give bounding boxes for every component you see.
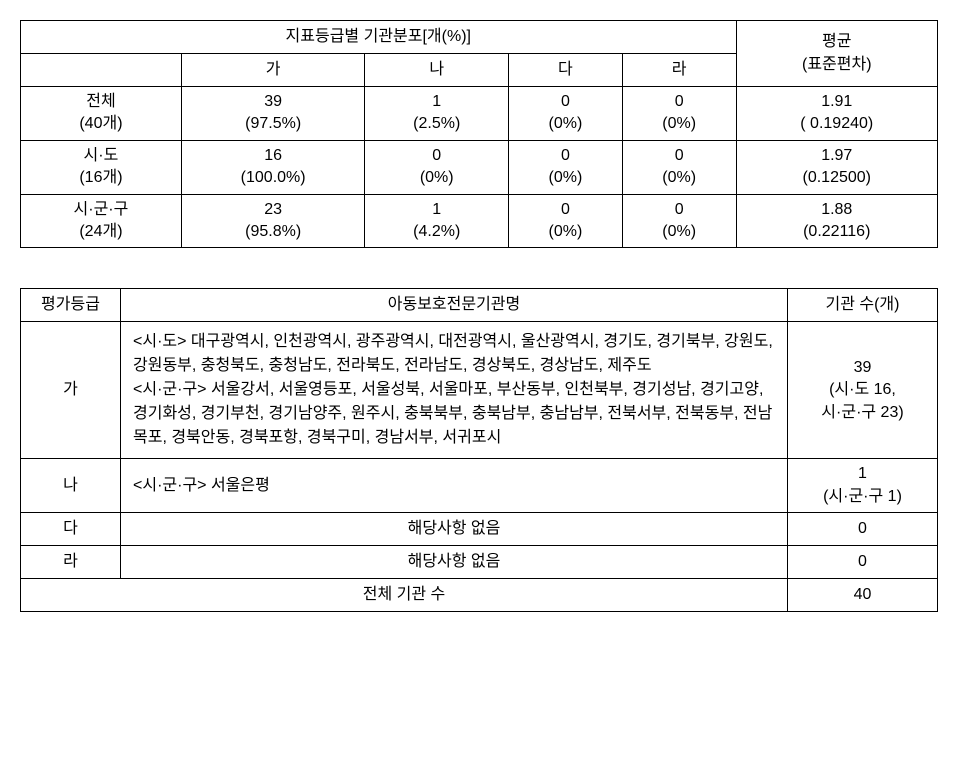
avg-header-cell: 평균 (표준편차) <box>736 21 937 87</box>
col-a-header: 가 <box>181 54 365 87</box>
grade-d-label: 라 <box>21 546 121 579</box>
table-row: 시·군·구 (24개) 23 (95.8%) 1 (4.2%) 0 (0%) 0… <box>21 194 938 248</box>
table-row: 시·도 (16개) 16 (100.0%) 0 (0%) 0 (0%) 0 (0… <box>21 140 938 194</box>
table-row: 나 <시·군·구> 서울은평 1 (시·군·구 1) <box>21 459 938 513</box>
cell-avg: 1.97 (0.12500) <box>736 140 937 194</box>
row-sublabel: (16개) <box>79 169 122 186</box>
count-header: 기관 수(개) <box>788 289 938 322</box>
row-label-header <box>21 54 182 87</box>
table-row: 전체 (40개) 39 (97.5%) 1 (2.5%) 0 (0%) 0 (0… <box>21 87 938 141</box>
row-sublabel: (24개) <box>79 223 122 240</box>
avg-title: 평균 <box>822 33 851 50</box>
table-row: 라 해당사항 없음 0 <box>21 546 938 579</box>
table-row: 가 <시·도> 대구광역시, 인천광역시, 광주광역시, 대전광역시, 울산광역… <box>21 322 938 459</box>
grade-a-label: 가 <box>21 322 121 459</box>
grade-d-count: 0 <box>788 546 938 579</box>
cell-a: 39 (97.5%) <box>181 87 365 141</box>
row-label: 전체 <box>86 93 115 110</box>
row-label-cell: 시·군·구 (24개) <box>21 194 182 248</box>
row-label: 시·군·구 <box>74 201 129 218</box>
cell-d: 0 (0%) <box>622 87 736 141</box>
std-title: (표준편차) <box>802 56 872 73</box>
col-c-header: 다 <box>509 54 623 87</box>
cell-b: 0 (0%) <box>365 140 509 194</box>
grade-d-content: 해당사항 없음 <box>121 546 788 579</box>
grade-b-content: <시·군·구> 서울은평 <box>121 459 788 513</box>
grade-c-count: 0 <box>788 513 938 546</box>
cell-avg: 1.91 ( 0.19240) <box>736 87 937 141</box>
row-label-cell: 시·도 (16개) <box>21 140 182 194</box>
footer-count: 40 <box>788 579 938 612</box>
col-b-header: 나 <box>365 54 509 87</box>
table-row: 다 해당사항 없음 0 <box>21 513 938 546</box>
dist-title-cell: 지표등급별 기관분포[개(%)] <box>21 21 737 54</box>
cell-c: 0 (0%) <box>509 140 623 194</box>
cell-a: 23 (95.8%) <box>181 194 365 248</box>
grade-b-label: 나 <box>21 459 121 513</box>
cell-b: 1 (2.5%) <box>365 87 509 141</box>
cell-c: 0 (0%) <box>509 194 623 248</box>
row-sublabel: (40개) <box>79 115 122 132</box>
grade-a-count: 39 (시·도 16, 시·군·구 23) <box>788 322 938 459</box>
grade-a-content: <시·도> 대구광역시, 인천광역시, 광주광역시, 대전광역시, 울산광역시,… <box>121 322 788 459</box>
grade-c-label: 다 <box>21 513 121 546</box>
distribution-table: 지표등급별 기관분포[개(%)] 평균 (표준편차) 가 나 다 라 전체 (4… <box>20 20 938 248</box>
grade-c-content: 해당사항 없음 <box>121 513 788 546</box>
cell-avg: 1.88 (0.22116) <box>736 194 937 248</box>
row-label-cell: 전체 (40개) <box>21 87 182 141</box>
cell-d: 0 (0%) <box>622 194 736 248</box>
organization-table: 평가등급 아동보호전문기관명 기관 수(개) 가 <시·도> 대구광역시, 인천… <box>20 288 938 612</box>
cell-c: 0 (0%) <box>509 87 623 141</box>
cell-d: 0 (0%) <box>622 140 736 194</box>
cell-b: 1 (4.2%) <box>365 194 509 248</box>
footer-label: 전체 기관 수 <box>21 579 788 612</box>
org-name-header: 아동보호전문기관명 <box>121 289 788 322</box>
table-footer-row: 전체 기관 수 40 <box>21 579 938 612</box>
col-d-header: 라 <box>622 54 736 87</box>
grade-header: 평가등급 <box>21 289 121 322</box>
row-label: 시·도 <box>84 147 119 164</box>
cell-a: 16 (100.0%) <box>181 140 365 194</box>
grade-b-count: 1 (시·군·구 1) <box>788 459 938 513</box>
